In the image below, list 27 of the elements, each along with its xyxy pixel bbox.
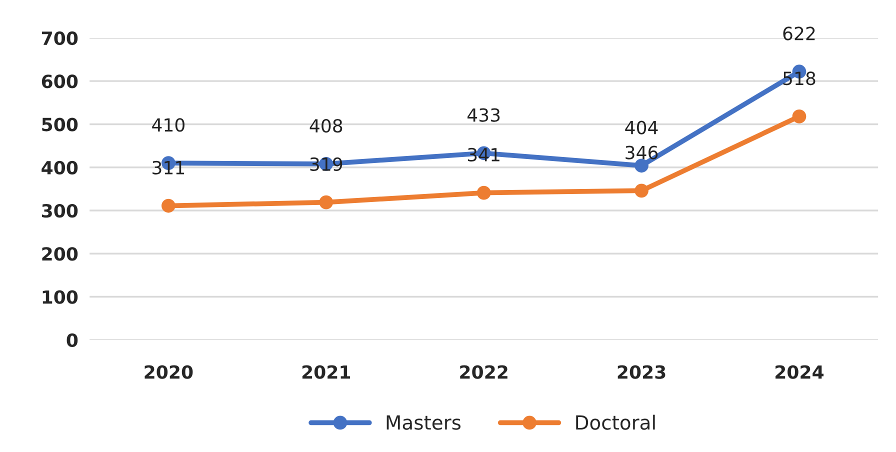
- legend-label: Masters: [386, 415, 461, 430]
- data-label: 404: [625, 120, 658, 134]
- data-label: 408: [310, 118, 342, 133]
- y-tick-label: 0: [66, 333, 78, 348]
- data-label: 346: [626, 146, 658, 160]
- y-tick-label: 100: [42, 290, 78, 304]
- y-tick-label: 500: [42, 118, 78, 132]
- point: [792, 110, 806, 124]
- point: [476, 186, 491, 200]
- x-tick-label: 2020: [144, 365, 193, 379]
- point: [634, 184, 648, 198]
- x-tick-label: 2023: [618, 365, 666, 379]
- data-label: 622: [783, 26, 815, 40]
- y-tick-label: 400: [42, 160, 78, 174]
- data-label: 410: [152, 118, 184, 132]
- y-tick-label: 600: [42, 74, 78, 88]
- y-tick-label: 300: [42, 204, 78, 218]
- point: [634, 158, 648, 173]
- x-tick-label: 2021: [302, 365, 350, 379]
- point: [319, 195, 334, 210]
- x-tick-label: 2024: [776, 365, 824, 379]
- legend-label: Doctoral: [576, 414, 655, 430]
- y-tick-label: 700: [42, 31, 78, 46]
- point: [162, 198, 176, 213]
- data-label: 433: [467, 108, 500, 122]
- y-tick-label: 200: [42, 247, 78, 261]
- x-tick-label: 2022: [460, 365, 508, 379]
